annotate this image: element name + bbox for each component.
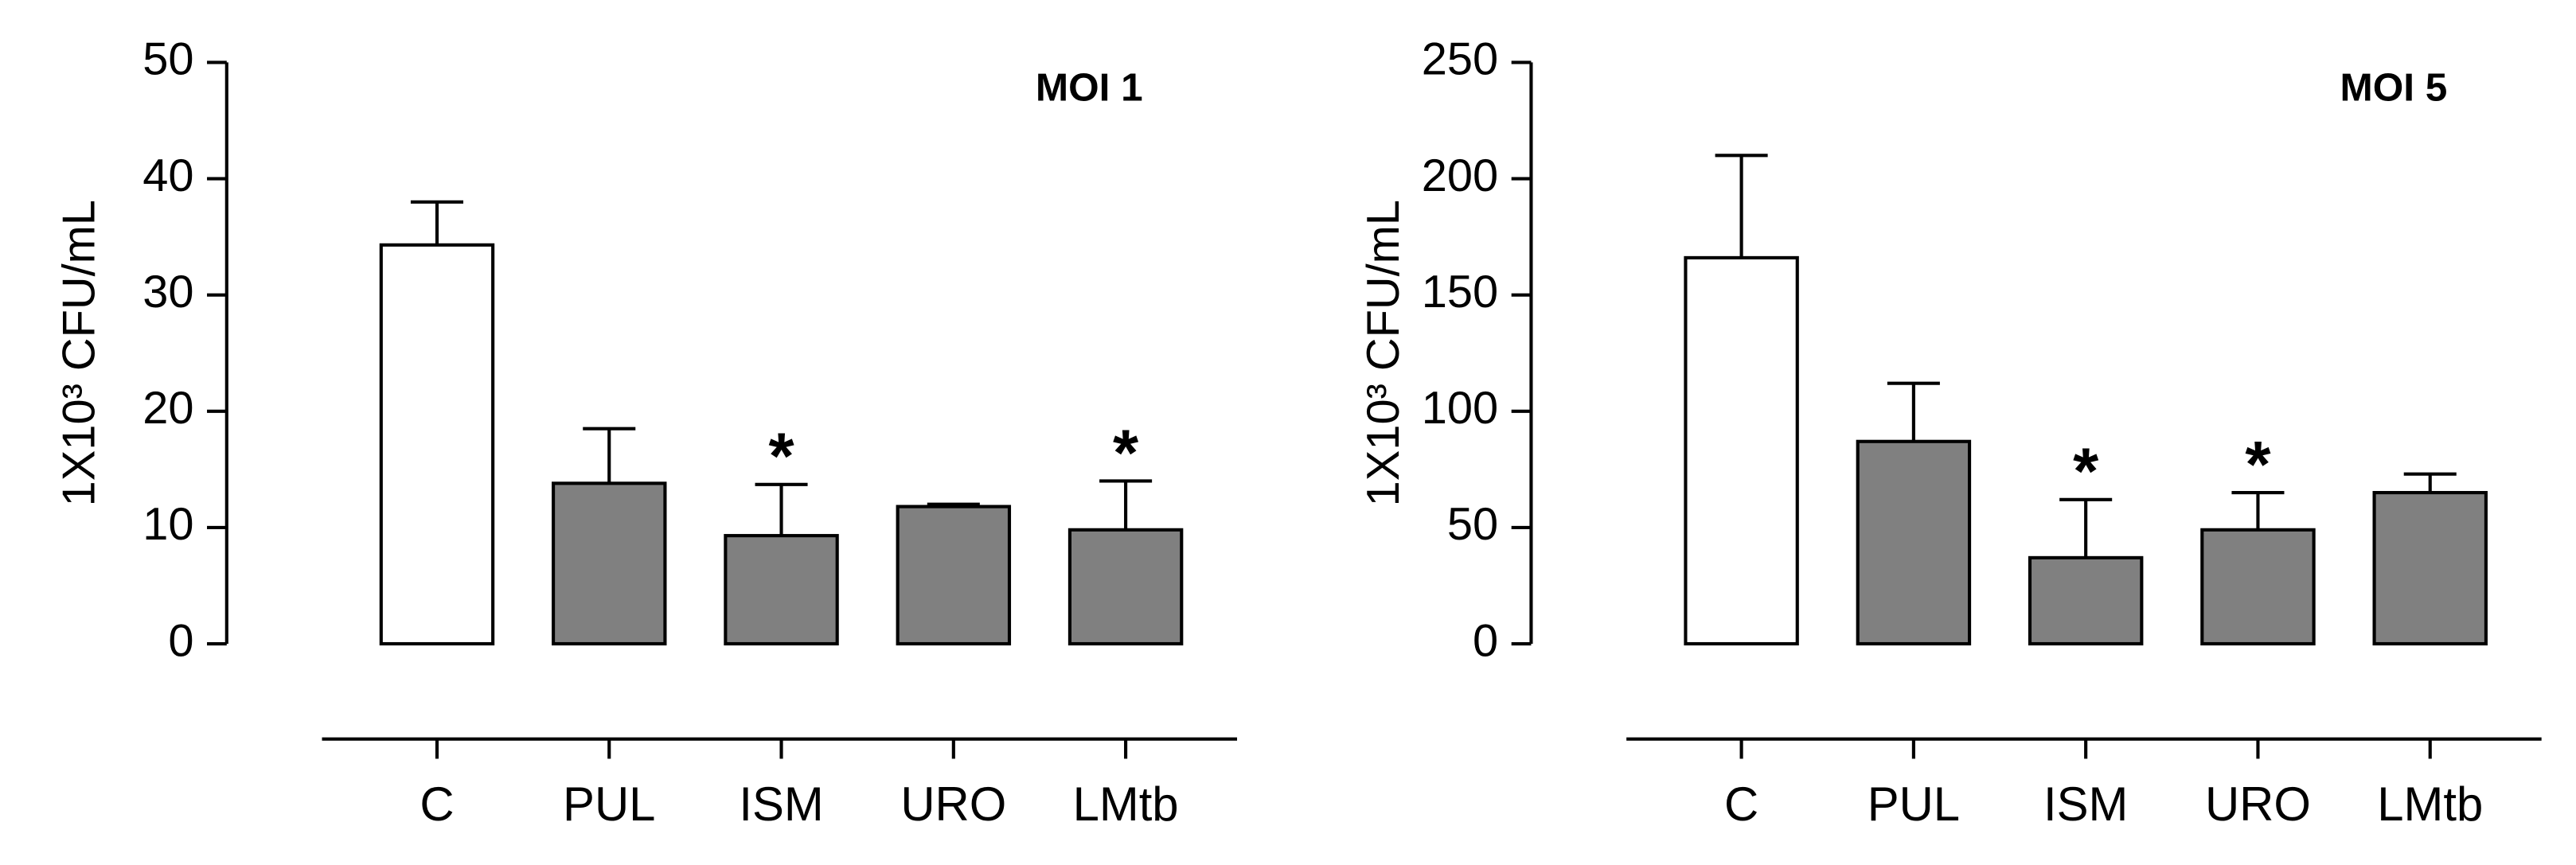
x-tick-label: LMtb	[1073, 777, 1179, 831]
x-tick-label: URO	[900, 777, 1006, 831]
bar	[552, 481, 667, 646]
significance-marker: *	[1113, 416, 1139, 489]
chart-panel: 0 10 20 30 40 50 1X10³ CFU/mL MOI 1 C PUL ISM URO LM…	[53, 34, 1238, 831]
y-tick-label: 20	[142, 383, 193, 434]
x-tick-label: ISM	[739, 777, 823, 831]
bar	[1856, 439, 1972, 646]
y-axis-label: 1X10³ CFU/mL	[53, 200, 104, 506]
y-tick-label: 200	[1422, 150, 1498, 201]
significance-marker: *	[2073, 435, 2099, 508]
y-tick-label: 150	[1422, 267, 1498, 318]
x-tick-label: PUL	[1868, 777, 1960, 831]
chart-title: MOI 1	[1036, 66, 1143, 110]
y-tick-label: 0	[1473, 615, 1498, 666]
bar	[2028, 555, 2144, 646]
y-tick-label: 30	[142, 267, 193, 318]
significance-marker: *	[2245, 428, 2271, 501]
x-tick-label: LMtb	[2377, 777, 2483, 831]
y-tick-label: 50	[1447, 499, 1498, 550]
x-tick-label: ISM	[2043, 777, 2128, 831]
bar	[2200, 528, 2316, 646]
bar	[896, 505, 1012, 646]
significance-marker: *	[768, 420, 794, 493]
chart-panel: 0 50 100 150 200 250 1X10³ CFU/mL MOI 5 C PUL ISM U…	[1358, 34, 2542, 831]
x-tick-label: URO	[2205, 777, 2311, 831]
y-axis-label: 1X10³ CFU/mL	[1358, 200, 1409, 506]
bar	[724, 534, 839, 646]
y-tick-label: 10	[142, 499, 193, 550]
y-tick-label: 40	[142, 150, 193, 201]
y-tick-label: 250	[1422, 34, 1498, 85]
x-tick-label: C	[1724, 777, 1758, 831]
chart-title: MOI 5	[2340, 66, 2448, 110]
y-tick-label: 100	[1422, 383, 1498, 434]
bar	[1684, 255, 1799, 646]
bar	[2372, 490, 2488, 646]
x-tick-label: C	[420, 777, 454, 831]
x-tick-label: PUL	[563, 777, 655, 831]
y-tick-label: 0	[168, 615, 193, 666]
bar	[379, 243, 495, 646]
bar	[1067, 528, 1184, 646]
y-tick-label: 50	[142, 34, 193, 85]
